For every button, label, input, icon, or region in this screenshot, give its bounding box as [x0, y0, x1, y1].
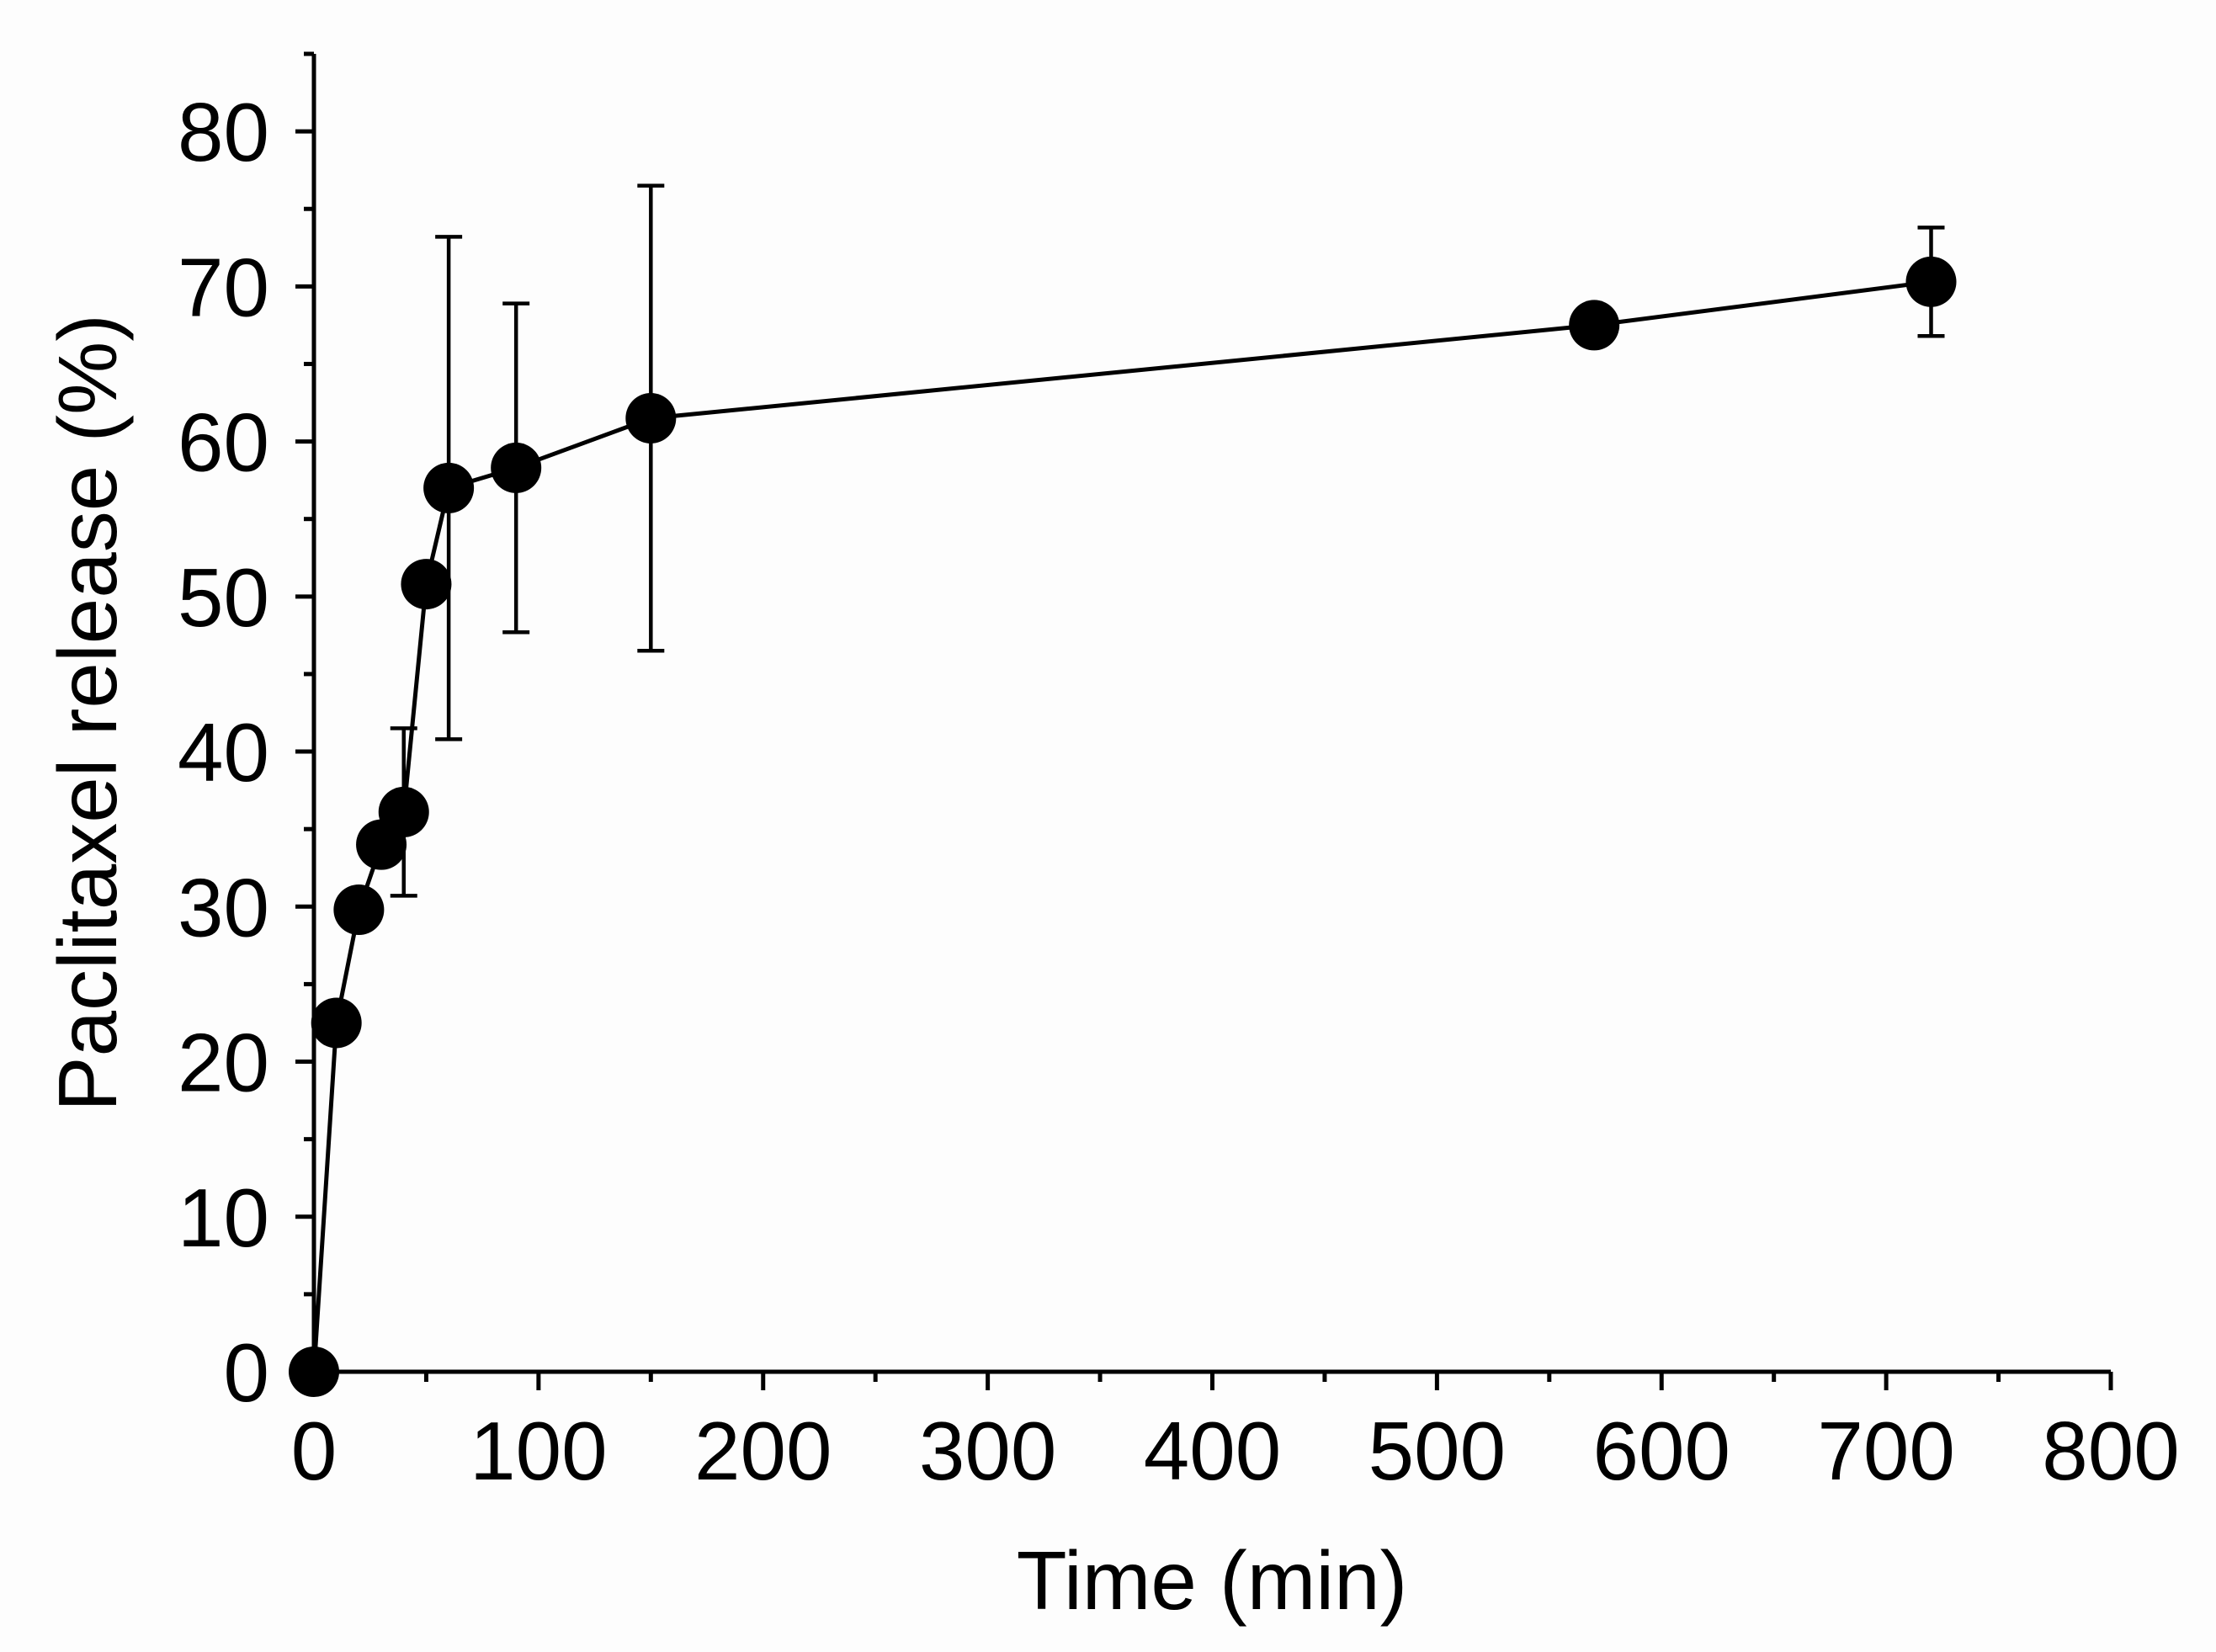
y-tick-labels: 0 10 20 30 40 50 60 70 80	[178, 86, 269, 1419]
axes	[311, 54, 2111, 1374]
data-point	[378, 786, 429, 837]
y-tick-label: 70	[178, 241, 269, 333]
x-tick-label: 300	[919, 1405, 1057, 1497]
y-tick-label: 20	[178, 1017, 269, 1109]
series-release	[289, 183, 1957, 1397]
y-tick-label: 60	[178, 396, 269, 489]
data-point	[289, 1347, 339, 1397]
y-tick-label: 10	[178, 1171, 269, 1264]
y-tick-label: 40	[178, 706, 269, 799]
x-ticks	[311, 1372, 2113, 1390]
series-line	[311, 279, 1932, 1373]
data-point	[1569, 300, 1620, 351]
x-tick-label: 200	[694, 1405, 832, 1497]
data-point	[1905, 256, 1957, 307]
x-tick-label: 500	[1368, 1405, 1507, 1497]
x-tick-label: 700	[1817, 1405, 1955, 1497]
error-bars	[390, 183, 1945, 898]
x-tick-labels: 0 100 200 300 400 500 600 700 800	[291, 1405, 2180, 1497]
data-point	[401, 559, 452, 610]
data-point	[491, 442, 542, 493]
x-tick-label: 600	[1592, 1405, 1730, 1497]
x-tick-label: 400	[1144, 1405, 1282, 1497]
y-tick-label: 80	[178, 86, 269, 178]
y-tick-label: 50	[178, 551, 269, 644]
data-point	[625, 392, 677, 444]
data-point	[333, 884, 385, 935]
data-points	[289, 256, 1957, 1397]
data-point	[423, 462, 475, 513]
y-tick-label: 0	[223, 1326, 269, 1419]
data-point	[311, 997, 362, 1049]
y-tick-label: 30	[178, 861, 269, 953]
y-axis-title: Paclitaxel release (%)	[41, 314, 134, 1112]
x-tick-label: 100	[470, 1405, 608, 1497]
x-tick-label: 0	[291, 1405, 337, 1497]
y-ticks	[295, 51, 314, 1374]
x-tick-label: 800	[2042, 1405, 2180, 1497]
x-axis-title: Time (min)	[1017, 1534, 1408, 1627]
